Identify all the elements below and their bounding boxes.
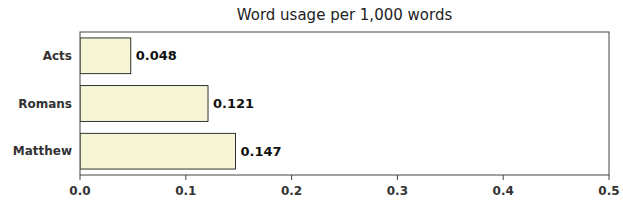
x-tick (185, 175, 186, 180)
data-labels: 0.048 0.121 0.147 (136, 48, 282, 158)
y-tick-label: Romans (18, 97, 72, 111)
chart-svg: Word usage per 1,000 words0.00.10.20.30.… (0, 0, 623, 209)
bar (80, 86, 208, 122)
x-tick-label: 0.5 (598, 184, 619, 198)
plot-frame (80, 32, 609, 175)
bar (80, 133, 236, 169)
x-tick-label: 0.4 (493, 184, 514, 198)
x-tick (503, 175, 504, 180)
x-tick (80, 175, 81, 180)
x-tick-label: 0.1 (175, 184, 196, 198)
x-tick-label: 0.3 (387, 184, 408, 198)
bar (80, 38, 131, 74)
page: {"chart_data": {"type": "bar", "orientat… (0, 0, 623, 209)
x-tick (291, 175, 292, 180)
x-tick-label: 0.2 (281, 184, 302, 198)
data-label: 0.121 (213, 96, 254, 111)
chart-container: Word usage per 1,000 words0.00.10.20.30.… (0, 0, 623, 209)
y-axis: Acts Romans Matthew (13, 49, 72, 158)
x-tick (397, 175, 398, 180)
data-label: 0.048 (136, 48, 177, 63)
x-tick-label: 0.0 (69, 184, 90, 198)
y-tick-label: Acts (43, 49, 72, 63)
data-label: 0.147 (241, 144, 282, 159)
x-axis: 0.0 0.1 0.2 0.3 0.4 0.5 (69, 175, 619, 198)
y-tick-label: Matthew (13, 144, 72, 158)
title: Word usage per 1,000 words (237, 6, 453, 24)
x-tick (609, 175, 610, 180)
